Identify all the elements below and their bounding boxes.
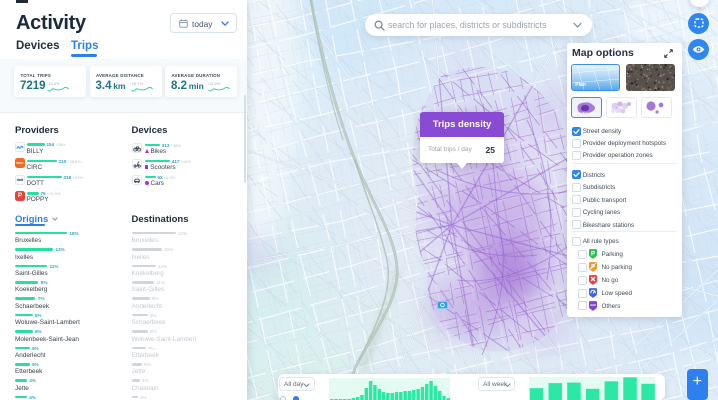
svg-text:P: P <box>590 252 594 258</box>
svg-text:P: P <box>590 265 594 271</box>
